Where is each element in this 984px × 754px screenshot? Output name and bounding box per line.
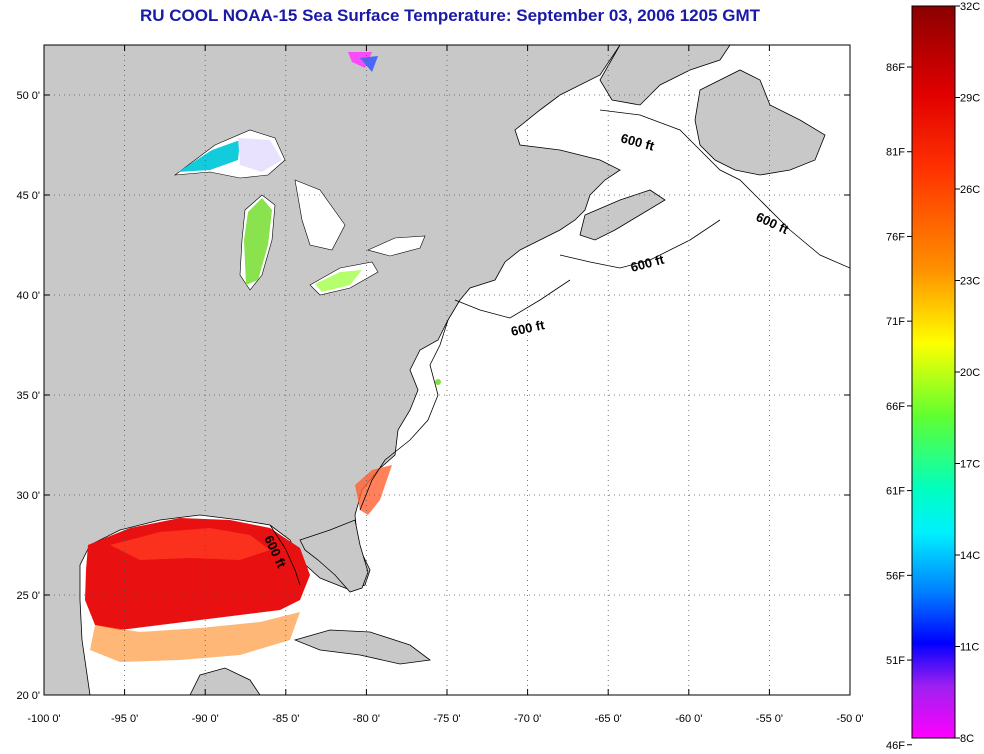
- lake-huron: [294, 179, 346, 251]
- lon-tick-label: -90 0': [192, 713, 219, 725]
- sst-great-lakes: [178, 52, 378, 292]
- lon-tick-label: -50 0': [836, 713, 863, 725]
- nova-scotia-land: [579, 189, 666, 241]
- colorbar-fahrenheit-label: 66F: [886, 401, 905, 413]
- lon-tick-label: -80 0': [353, 713, 380, 725]
- colorbar-celsius-label: 26C: [960, 184, 980, 196]
- lat-tick-label: 25 0': [16, 590, 40, 602]
- yucatan-land: [189, 667, 261, 695]
- quebec-north-land: [599, 45, 731, 106]
- isobath-label: 600 ft: [510, 317, 547, 339]
- lon-tick-label: -65 0': [595, 713, 622, 725]
- colorbar-fahrenheit-label: 51F: [886, 655, 905, 667]
- cuba-land: [293, 629, 432, 665]
- colorbar-celsius-label: 8C: [960, 733, 974, 745]
- lon-tick-label: -70 0': [514, 713, 541, 725]
- colorbar-fahrenheit-labels: 86F 81F 76F 71F 66F 61F 56F 51F 46F: [886, 62, 912, 752]
- lat-tick-label: 30 0': [16, 490, 40, 502]
- colorbar-celsius-label: 29C: [960, 93, 980, 105]
- lat-tick-label: 40 0': [16, 290, 40, 302]
- lake-ontario: [367, 235, 426, 257]
- map-title: RU COOL NOAA-15 Sea Surface Temperature:…: [139, 6, 761, 25]
- colorbar-fahrenheit-label: 76F: [886, 231, 905, 243]
- map-frame: [43, 44, 851, 696]
- florida-land: [299, 519, 369, 593]
- colorbar-celsius-label: 23C: [960, 276, 980, 288]
- isobath-600ft: [269, 109, 850, 586]
- longitude-axis: -100 0' -95 0' -90 0' -85 0' -80 0' -75 0' -70…: [27, 713, 863, 725]
- north-america-land: [44, 45, 621, 695]
- lon-tick-label: -60 0': [675, 713, 702, 725]
- colorbar-celsius-label: 14C: [960, 550, 980, 562]
- colorbar-fahrenheit-label: 81F: [886, 147, 905, 159]
- colorbar-fahrenheit-label: 86F: [886, 62, 905, 74]
- latitude-axis: 20 0' 25 0' 30 0' 35 0' 40 0' 45 0' 50 0': [16, 90, 40, 702]
- lon-tick-label: -75 0': [433, 713, 460, 725]
- colorbar-fahrenheit-label: 71F: [886, 316, 905, 328]
- colorbar-celsius-labels: 32C 29C 26C 23C 20C 17C 14C 11C 8C: [955, 1, 980, 745]
- colorbar-celsius-label: 11C: [960, 642, 979, 654]
- colorbar-fahrenheit-label: 56F: [886, 570, 905, 582]
- colorbar-celsius-label: 20C: [960, 367, 980, 379]
- lon-tick-label: -55 0': [756, 713, 783, 725]
- newfoundland-land: [694, 69, 826, 176]
- lon-tick-label: -100 0': [27, 713, 60, 725]
- lon-tick-label: -85 0': [272, 713, 299, 725]
- colorbar-celsius-label: 17C: [960, 459, 980, 471]
- lat-tick-label: 45 0': [16, 190, 40, 202]
- colorbar-fahrenheit-label: 61F: [886, 486, 905, 498]
- sst-gulf-of-mexico: [85, 379, 441, 662]
- colorbar: [911, 5, 956, 739]
- colorbar-celsius-label: 32C: [960, 1, 980, 13]
- lat-tick-label: 50 0': [16, 90, 40, 102]
- lat-tick-label: 20 0': [16, 690, 40, 702]
- colorbar-fahrenheit-label: 46F: [886, 740, 905, 752]
- lat-tick-label: 35 0': [16, 390, 40, 402]
- lon-tick-label: -95 0': [111, 713, 138, 725]
